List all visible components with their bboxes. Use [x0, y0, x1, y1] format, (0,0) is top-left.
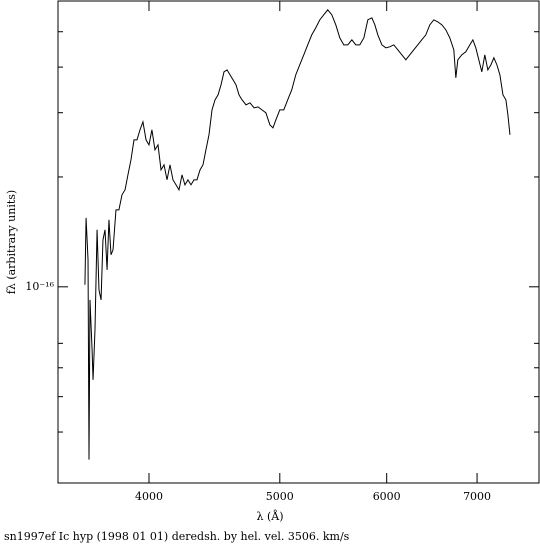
plot-frame — [57, 0, 540, 484]
x-tick-label: 5000 — [266, 490, 294, 503]
spectrum-line — [84, 9, 511, 460]
y-axis-label: fλ (arbitrary units) — [5, 190, 18, 294]
x-axis-label: λ (Å) — [257, 509, 284, 523]
x-tick-label: 4000 — [135, 490, 163, 503]
chart-title: sn1997ef Ic hyp (1998 01 01) deredsh. by… — [4, 530, 350, 543]
x-tick-label: 6000 — [373, 490, 401, 503]
x-tick-label: 7000 — [463, 490, 491, 503]
y-tick-label: 10⁻¹⁶ — [25, 280, 54, 293]
